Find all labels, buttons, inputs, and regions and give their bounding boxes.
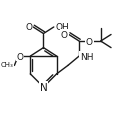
Text: CH₃: CH₃ xyxy=(1,62,13,68)
Text: OH: OH xyxy=(56,23,69,32)
Text: NH: NH xyxy=(80,52,94,61)
Text: O: O xyxy=(86,37,93,46)
Text: O: O xyxy=(25,23,32,32)
Text: O: O xyxy=(61,31,68,40)
Text: N: N xyxy=(40,82,47,92)
Text: O: O xyxy=(17,52,23,61)
